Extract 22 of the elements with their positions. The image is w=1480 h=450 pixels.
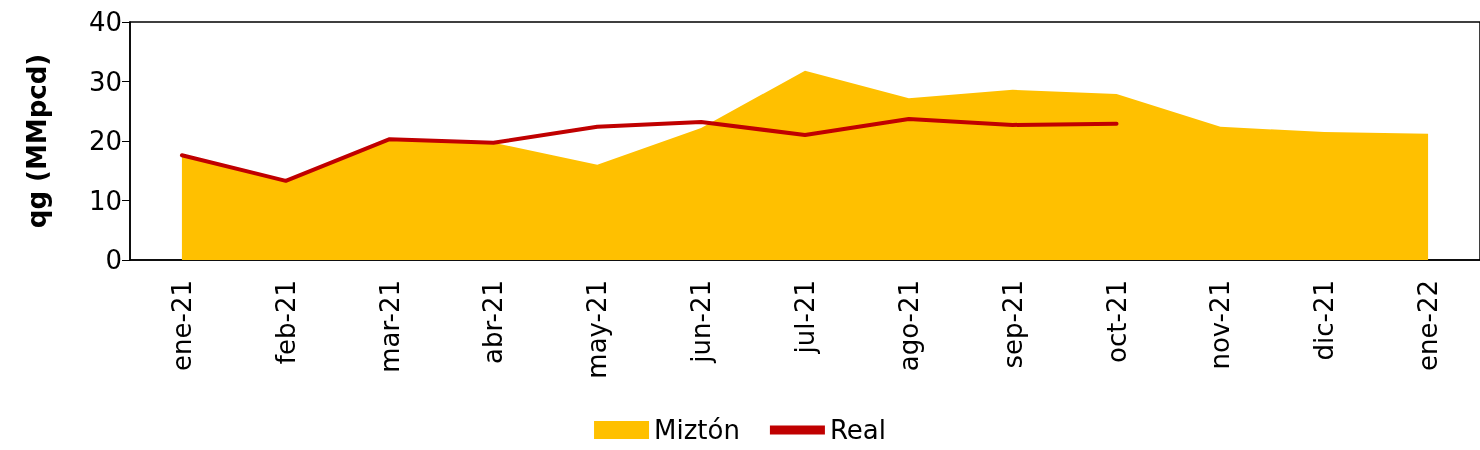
x-tick-label: sep-21 (997, 280, 1028, 369)
x-tick-label: abr-21 (478, 280, 509, 364)
x-tick-label: ene-21 (166, 280, 197, 371)
y-tick-label: 30 (88, 66, 122, 97)
legend-label: Miztón (654, 415, 740, 445)
x-tick-label: dic-21 (1309, 280, 1340, 361)
legend-label: Real (829, 415, 886, 445)
y-tick-label: 10 (88, 185, 122, 216)
x-tick-label: oct-21 (1101, 280, 1132, 363)
x-tick-label: feb-21 (270, 280, 301, 365)
x-tick-label: ago-21 (893, 280, 924, 372)
x-tick-label: jun-21 (686, 280, 717, 364)
x-tick-label: jul-21 (790, 280, 820, 355)
y-tick-label: 0 (105, 245, 122, 275)
y-tick-label: 20 (88, 126, 122, 156)
x-tick-label: mar-21 (374, 280, 405, 373)
x-tick-label: nov-21 (1205, 280, 1236, 370)
y-tick-label: 40 (88, 7, 122, 37)
line-series (179, 116, 1119, 183)
y-axis-title: qg (MMpcd) (22, 53, 52, 229)
x-tick-label: may-21 (582, 280, 613, 379)
x-tick-label: ene-22 (1413, 280, 1444, 371)
